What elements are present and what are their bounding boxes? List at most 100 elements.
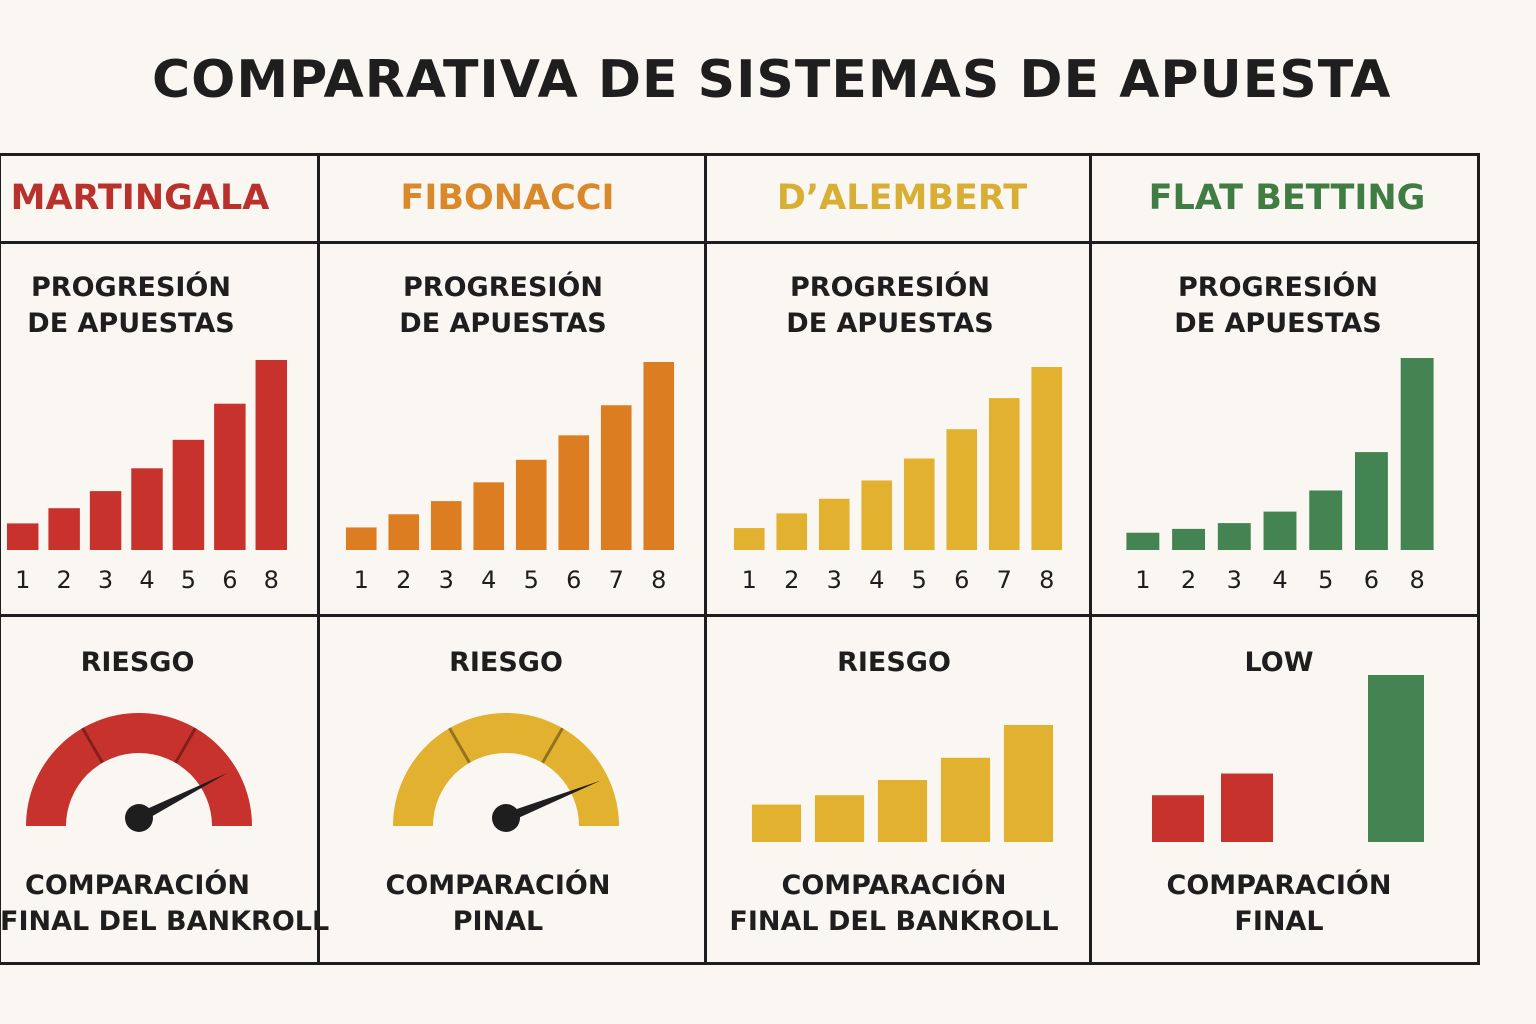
risk-label-flat-betting: LOW xyxy=(1244,647,1314,678)
bar xyxy=(988,398,1020,550)
bar xyxy=(1217,523,1251,550)
header-dalembert: D’ALEMBERT xyxy=(776,178,1028,218)
tick-label: 3 xyxy=(98,566,113,594)
tick-label: 2 xyxy=(1181,566,1196,594)
header-martingala: MARTINGALA xyxy=(10,178,270,218)
flat-betting-progression-chart: 1 2 3 4 5 6 8 xyxy=(1126,358,1434,594)
gauge-arc xyxy=(393,713,619,826)
bar xyxy=(1263,511,1297,550)
bar xyxy=(214,403,246,550)
bar xyxy=(131,468,163,550)
bar xyxy=(1152,795,1204,842)
bar xyxy=(776,513,808,550)
progression-label-flat-betting: PROGRESIÓN DE APUESTAS xyxy=(1174,272,1382,339)
column-divider xyxy=(704,153,707,965)
bar xyxy=(388,514,420,550)
risk-label-martingala: RIESGO xyxy=(80,647,195,678)
bar xyxy=(818,498,850,550)
bar xyxy=(877,779,928,842)
tick-label: 8 xyxy=(1410,566,1425,594)
gauge-needle xyxy=(504,780,601,823)
flat-betting-final-chart xyxy=(1152,675,1424,842)
row-divider xyxy=(0,241,1480,244)
bar xyxy=(733,528,765,550)
fibonacci-risk-gauge xyxy=(393,713,619,832)
tick-label: 3 xyxy=(439,566,454,594)
bar xyxy=(1354,452,1388,550)
comparison-table xyxy=(0,153,1480,965)
bar xyxy=(1126,532,1160,550)
bar xyxy=(903,458,935,550)
final-label-dalembert: COMPARACIÓN FINAL DEL BANKROLL xyxy=(729,870,1059,937)
final-label-flat-betting: COMPARACIÓN FINAL xyxy=(1166,870,1392,937)
martingala-risk-gauge xyxy=(26,713,252,832)
bar xyxy=(255,360,288,550)
bar xyxy=(345,527,377,550)
tick-label: 3 xyxy=(827,566,842,594)
header-fibonacci: FIBONACCI xyxy=(400,178,615,218)
progression-label-dalembert: PROGRESIÓN DE APUESTAS xyxy=(786,272,994,339)
tick-label: 6 xyxy=(566,566,581,594)
bar xyxy=(940,757,991,842)
bar xyxy=(1368,675,1424,842)
bar xyxy=(861,480,893,550)
tick-label: 6 xyxy=(222,566,237,594)
bar xyxy=(814,795,865,842)
dalembert-final-bankroll-chart xyxy=(751,725,1054,842)
bar xyxy=(89,491,122,550)
tick-label: 4 xyxy=(869,566,884,594)
tick-label: 7 xyxy=(997,566,1012,594)
bar xyxy=(473,482,505,550)
bar xyxy=(1221,773,1273,842)
tick-label: 5 xyxy=(524,566,539,594)
gauge-needle xyxy=(136,772,229,823)
page-title: COMPARATIVA DE SISTEMAS DE APUESTA xyxy=(152,50,1392,110)
tick-label: 7 xyxy=(609,566,624,594)
bar xyxy=(1172,528,1206,550)
gauge-arc xyxy=(26,713,252,826)
bar xyxy=(430,501,462,550)
bar xyxy=(946,429,978,550)
bar xyxy=(600,405,632,550)
gauge-segment-tick xyxy=(541,727,564,764)
column-divider xyxy=(1089,153,1092,965)
bar xyxy=(558,435,590,550)
bar xyxy=(643,362,675,550)
final-label-fibonacci: COMPARACIÓN PINAL xyxy=(385,870,611,937)
header-flat-betting: FLAT BETTING xyxy=(1148,178,1426,218)
gauge-segment-tick xyxy=(448,727,471,764)
column-divider xyxy=(317,153,320,965)
tick-label: 2 xyxy=(396,566,411,594)
tick-label: 8 xyxy=(651,566,666,594)
tick-label: 8 xyxy=(264,566,279,594)
bar xyxy=(515,459,547,550)
bar xyxy=(172,439,205,550)
tick-label: 1 xyxy=(354,566,369,594)
progression-label-fibonacci: PROGRESIÓN DE APUESTAS xyxy=(399,272,607,339)
tick-label: 1 xyxy=(742,566,757,594)
bar xyxy=(1031,367,1063,550)
progression-label-martingala: PROGRESIÓN DE APUESTAS xyxy=(27,272,235,339)
bar xyxy=(1309,490,1343,550)
gauge-segment-tick xyxy=(174,727,197,764)
gauge-hub xyxy=(125,804,153,832)
tick-label: 6 xyxy=(954,566,969,594)
tick-label: 6 xyxy=(1364,566,1379,594)
gauge-segment-tick xyxy=(81,727,104,764)
tick-label: 8 xyxy=(1039,566,1054,594)
tick-label: 1 xyxy=(15,566,30,594)
tick-label: 1 xyxy=(1135,566,1150,594)
tick-label: 2 xyxy=(57,566,72,594)
row-divider xyxy=(0,614,1480,617)
bar xyxy=(751,804,802,842)
tick-label: 5 xyxy=(1318,566,1333,594)
bar xyxy=(6,523,39,550)
risk-label-dalembert: RIESGO xyxy=(837,647,951,678)
tick-label: 5 xyxy=(912,566,927,594)
bar xyxy=(48,508,80,550)
tick-label: 4 xyxy=(1272,566,1287,594)
bar xyxy=(1400,358,1434,550)
